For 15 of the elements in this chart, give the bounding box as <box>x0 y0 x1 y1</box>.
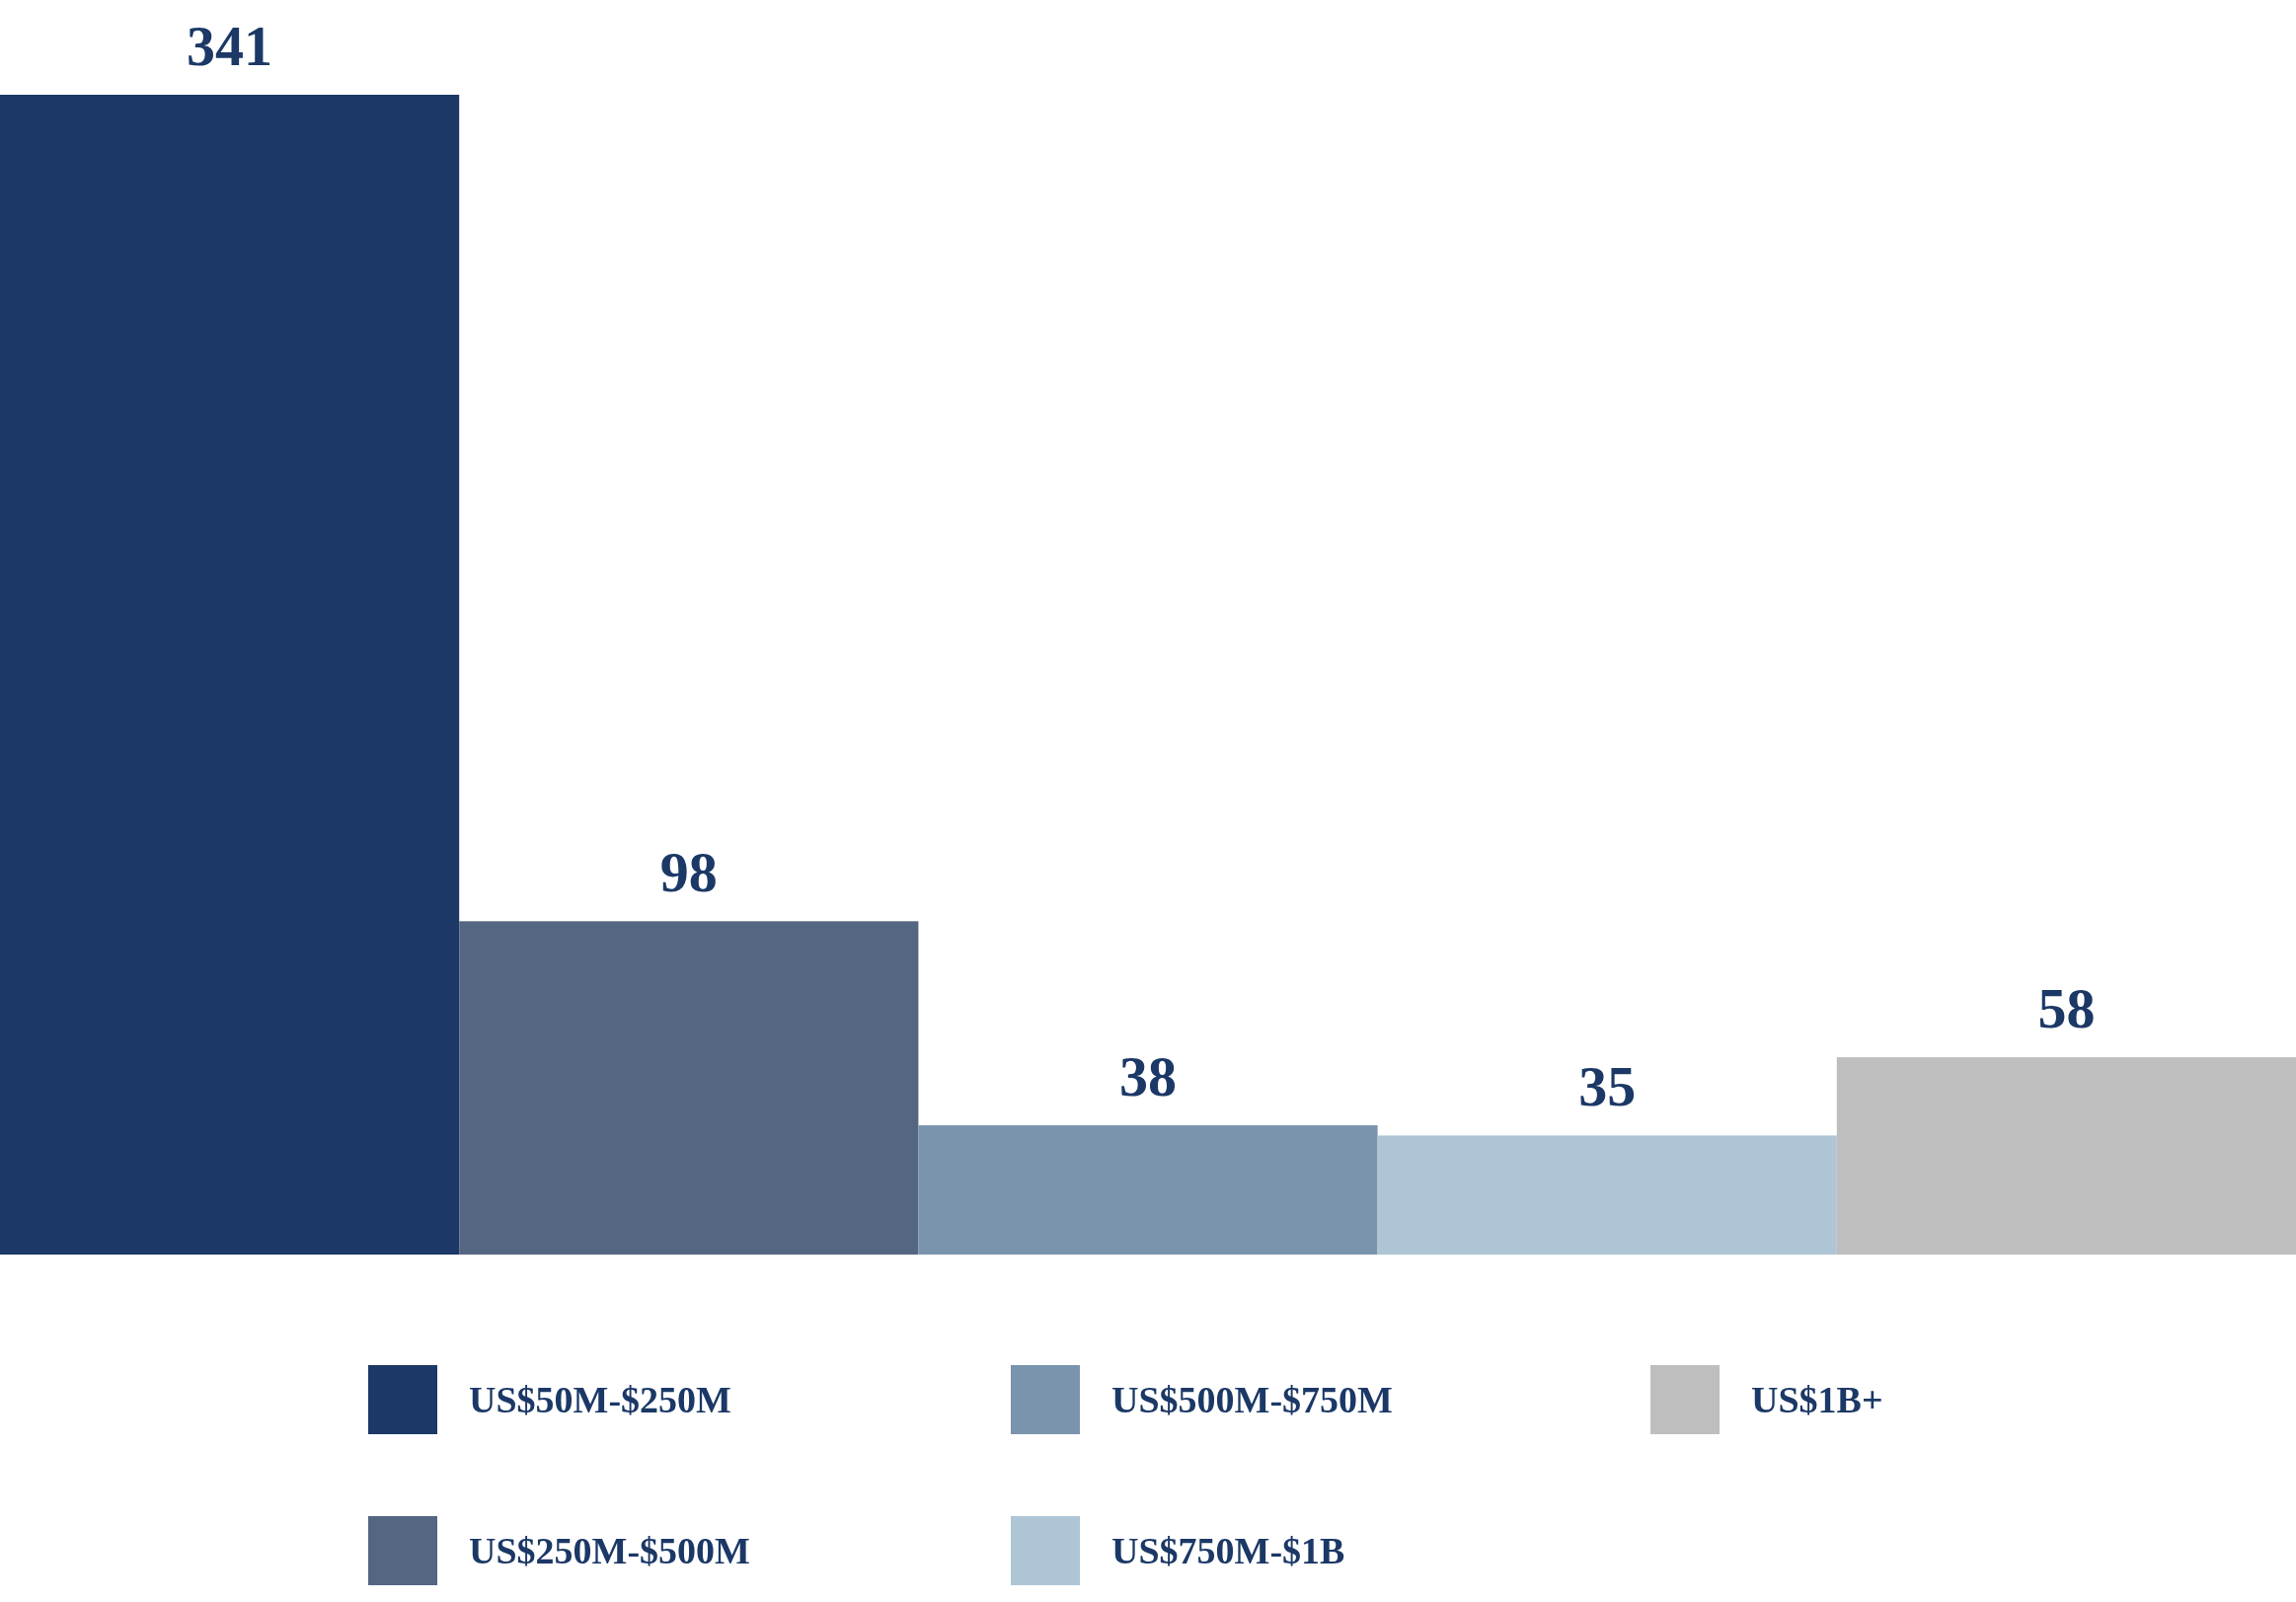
bar <box>1377 1135 1837 1255</box>
data-label: 341 <box>187 14 273 78</box>
data-label: 58 <box>2037 976 2096 1041</box>
legend-label: US$500M-$750M <box>1111 1379 1393 1420</box>
data-label: 35 <box>1578 1054 1637 1119</box>
bar <box>1836 1057 2296 1255</box>
legend-label: US$250M-$500M <box>469 1530 750 1571</box>
data-label: 98 <box>659 840 718 905</box>
legend-label: US$750M-$1B <box>1111 1530 1345 1571</box>
bar <box>918 1125 1378 1255</box>
bar <box>459 921 919 1255</box>
legend-label: US$1B+ <box>1751 1379 1883 1420</box>
legend-label: US$50M-$250M <box>469 1379 731 1420</box>
bar <box>0 95 460 1255</box>
data-label: 38 <box>1119 1044 1177 1109</box>
